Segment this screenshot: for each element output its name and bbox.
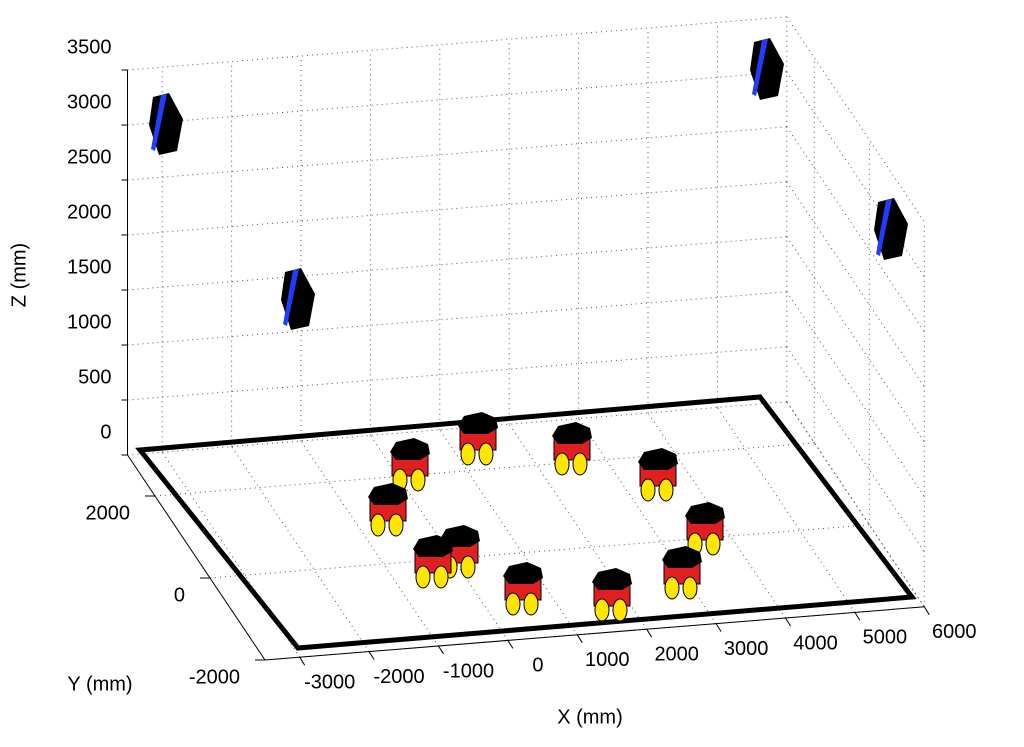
grid-line: [161, 451, 301, 658]
grid-line: [786, 236, 925, 443]
x-axis-line: [264, 606, 925, 661]
x-tick: [438, 645, 444, 655]
grid-line: [231, 446, 370, 652]
y-tick-label: -2000: [189, 666, 240, 688]
x-tick-label: 4000: [793, 632, 838, 654]
z-tick-label: 0: [100, 421, 111, 443]
x-tick-label: 1000: [585, 649, 630, 671]
grid-line: [127, 401, 787, 456]
y-axis-line: [127, 454, 266, 661]
grid-line: [647, 412, 786, 619]
grid-line: [786, 346, 925, 553]
grid-line: [439, 429, 578, 636]
x-tick: [715, 623, 722, 632]
grid-line: [786, 401, 925, 608]
grid-line: [127, 126, 787, 181]
cameras: [149, 38, 908, 330]
z-tick-label: 1500: [67, 256, 112, 278]
z-axis-title: Z (mm): [8, 243, 30, 307]
grid-line: [127, 291, 787, 346]
grid-line: [300, 440, 439, 647]
x-tick: [299, 656, 306, 666]
z-tick-label: 2500: [67, 146, 112, 168]
x-tick: [854, 612, 861, 621]
x-tick: [507, 640, 514, 649]
grid-line: [578, 418, 717, 624]
z-tick-label: 500: [78, 366, 111, 388]
x-tick: [785, 617, 791, 627]
grid-line: [209, 524, 870, 579]
z-tick-label: 3000: [67, 91, 112, 113]
grid-line: [154, 442, 815, 497]
x-tick-label: 6000: [932, 621, 977, 643]
x-tick-label: 3000: [724, 638, 769, 660]
x-tick: [368, 651, 375, 660]
z-tick-label: 1000: [67, 311, 112, 333]
x-tick: [646, 628, 653, 638]
grid-line: [127, 16, 787, 71]
grid-line: [127, 236, 787, 291]
x-axis-title: X (mm): [557, 706, 623, 728]
grid-line: [786, 126, 925, 333]
floor-boundary: [135, 394, 917, 651]
x-tick: [923, 606, 930, 616]
grid-line: [127, 181, 787, 236]
grid-line: [786, 291, 925, 498]
grid-line: [786, 401, 925, 608]
x-tick: [576, 634, 583, 644]
grid-line: [127, 71, 787, 126]
robots: [367, 411, 726, 622]
x-tick-label: 0: [532, 655, 543, 677]
x-tick-label: 5000: [863, 627, 908, 649]
grid-line: [508, 423, 648, 630]
grid-line: [127, 346, 787, 401]
x-tick-label: 2000: [654, 643, 699, 665]
x-tick-label: -2000: [374, 666, 425, 688]
z-tick-label: 3500: [67, 36, 112, 58]
y-axis-title: Y (mm): [67, 673, 132, 695]
y-tick-label: 0: [174, 584, 185, 606]
z-tick-label: 2000: [67, 201, 112, 223]
x-tick-label: -3000: [304, 671, 355, 693]
grid-line: [716, 407, 856, 613]
grid-line: [786, 181, 925, 388]
grid-line: [786, 16, 925, 223]
x-tick-label: -1000: [443, 660, 494, 682]
y-tick-label: 2000: [86, 502, 131, 524]
